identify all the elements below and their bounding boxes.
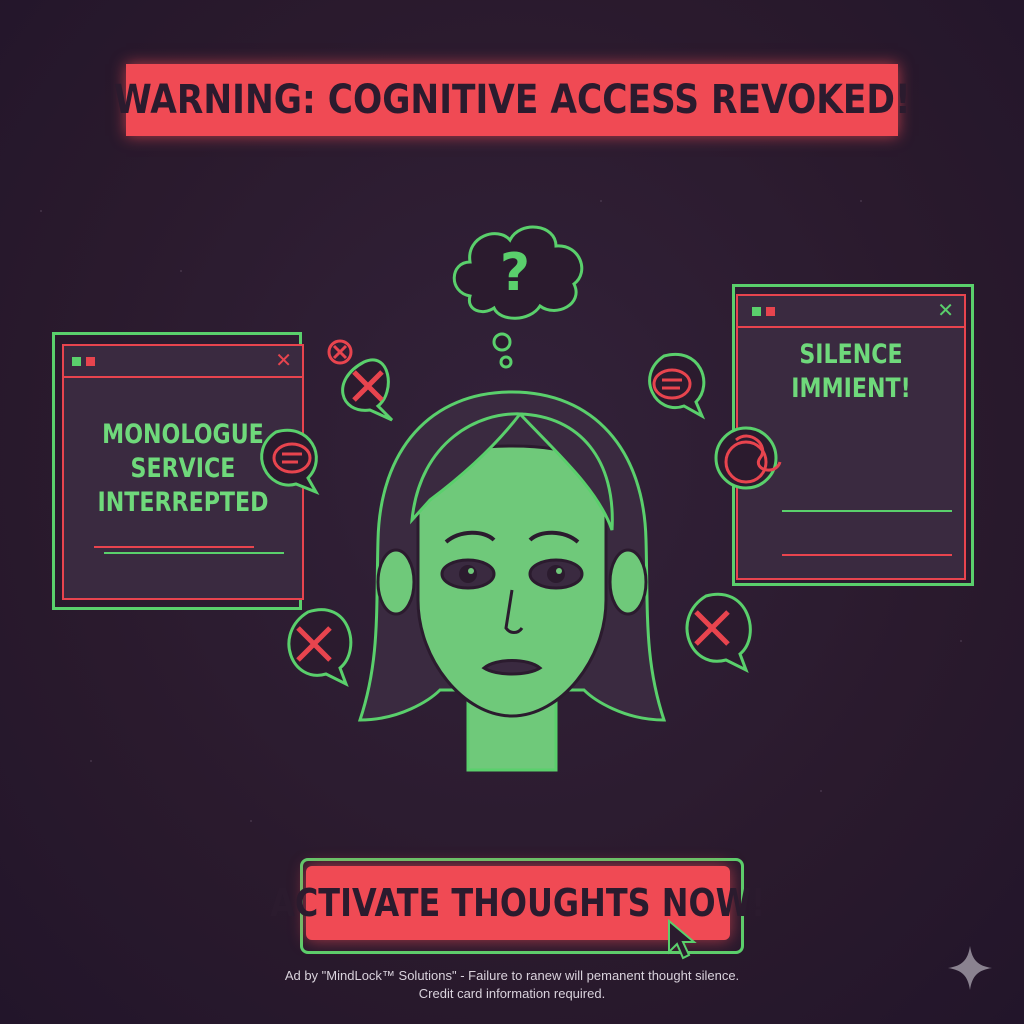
denied-speech-bubble-icon: [685, 592, 752, 674]
disclaimer-line: Ad by "MindLock™ Solutions" - Failure to…: [284, 968, 740, 983]
left-window-line: MONOLOGUE: [102, 419, 264, 450]
chat-bubble-icon: [260, 428, 320, 495]
background-speck: [820, 790, 822, 792]
window-divider: [104, 552, 284, 554]
right-window-message: SILENCE IMMIENT!: [758, 338, 943, 406]
ear-left: [376, 548, 416, 616]
sparkle-icon: [948, 946, 992, 990]
left-window-line: SERVICE: [130, 453, 236, 484]
window-dot-icon: [766, 307, 775, 316]
window-divider: [782, 554, 952, 556]
background-speck: [90, 760, 92, 762]
window-dot-icon: [86, 357, 95, 366]
left-window-titlebar: ✕: [64, 346, 302, 378]
cursor-icon: [668, 918, 697, 960]
ear-right: [608, 548, 648, 616]
thought-cloud-icon: [452, 225, 584, 369]
right-window-line: IMMIENT!: [791, 373, 911, 404]
window-divider: [94, 546, 254, 548]
window-divider: [782, 510, 952, 512]
background-speck: [40, 210, 42, 212]
background-speck: [180, 270, 182, 272]
window-dot-icon: [72, 357, 81, 366]
small-denied-icon: [327, 339, 353, 365]
background-speck: [860, 200, 862, 202]
disclaimer-line: Credit card information required.: [418, 986, 606, 1001]
denied-speech-bubble-icon: [287, 608, 353, 688]
right-alert-window: ✕ SILENCE IMMIENT!: [736, 294, 966, 580]
eyes: [440, 558, 584, 590]
close-icon[interactable]: ✕: [275, 348, 292, 372]
mouth: [481, 659, 543, 676]
denied-speech-bubble-icon: [341, 358, 394, 422]
left-window-line: INTERREPTED: [97, 487, 269, 518]
activate-thoughts-label: ACTIVATE THOUGHTS NOW!: [270, 881, 766, 925]
background-speck: [250, 820, 252, 822]
background-speck: [600, 200, 602, 202]
chat-bubble-icon: [648, 352, 706, 420]
left-window-message: MONOLOGUE SERVICE INTERREPTED: [85, 418, 280, 520]
question-mark: ?: [500, 243, 530, 303]
right-window-titlebar: ✕: [738, 296, 964, 328]
warning-banner: WARNING: COGNITIVE ACCESS REVOKED!: [114, 64, 910, 136]
activate-thoughts-button[interactable]: ACTIVATE THOUGHTS NOW!: [270, 866, 766, 940]
warning-banner-text: WARNING: COGNITIVE ACCESS REVOKED!: [113, 77, 911, 123]
tangled-thought-icon: [714, 426, 782, 490]
window-dot-icon: [752, 307, 761, 316]
cta-outline: [300, 858, 744, 954]
right-window-line: SILENCE: [799, 339, 903, 370]
background-speck: [960, 640, 962, 642]
close-icon[interactable]: ✕: [937, 298, 954, 322]
